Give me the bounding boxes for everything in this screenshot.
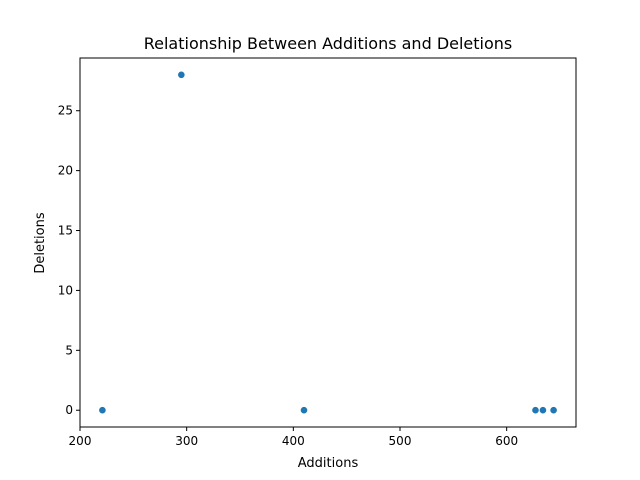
x-axis-label: Additions <box>298 456 359 471</box>
plot-frame <box>79 57 577 428</box>
y-tick-label: 0 <box>65 403 73 417</box>
axis-ticks: 200 300 400 500 600 0 5 10 15 20 25 <box>58 104 518 448</box>
x-tick-label: 300 <box>175 434 198 448</box>
data-point <box>550 406 557 414</box>
data-point <box>539 406 547 414</box>
x-tick-label: 400 <box>282 434 305 448</box>
data-point <box>99 406 106 414</box>
x-tick-label: 600 <box>495 434 518 448</box>
y-tick-label: 10 <box>58 283 73 297</box>
data-points <box>99 71 557 414</box>
y-tick-label: 15 <box>58 224 73 238</box>
data-point <box>532 406 539 414</box>
x-tick-label: 500 <box>389 434 412 448</box>
data-point <box>178 71 185 79</box>
y-tick-label: 25 <box>58 104 73 118</box>
x-tick-label: 200 <box>69 434 92 448</box>
y-tick-label: 5 <box>65 343 73 357</box>
chart-title: Relationship Between Additions and Delet… <box>144 34 513 53</box>
y-tick-label: 20 <box>58 164 73 178</box>
data-point <box>300 406 308 414</box>
y-axis-label: Deletions <box>33 212 48 274</box>
